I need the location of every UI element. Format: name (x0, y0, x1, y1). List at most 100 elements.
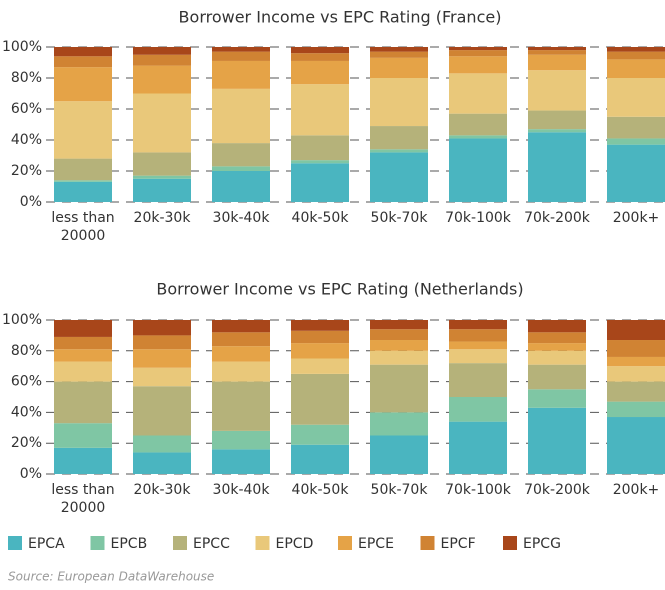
y-tick-label: 20% (11, 163, 42, 179)
bar-segment (607, 78, 665, 117)
bar-segment (528, 50, 586, 55)
bar-segment (528, 70, 586, 111)
bar-segment (607, 138, 665, 145)
bar-segment (528, 320, 586, 333)
bar-segment (291, 444, 349, 474)
source-note: Source: European DataWarehouse (8, 570, 214, 584)
x-tick-label: 200k+ (613, 482, 660, 498)
bar-segment (291, 330, 349, 344)
bar-segment (528, 132, 586, 202)
legend-swatch (90, 536, 105, 550)
legend-label: EPCF (441, 536, 476, 552)
bar-segment (370, 47, 428, 52)
bar-segment (291, 320, 349, 331)
bar-segment (212, 320, 270, 333)
bar-segment (449, 320, 507, 330)
bar-segment (291, 47, 349, 54)
bar-segment (133, 65, 191, 94)
y-tick-label: 60% (11, 374, 42, 390)
bar-segment (449, 135, 507, 139)
bar-segment (449, 363, 507, 397)
legend-label: EPCG (523, 536, 561, 552)
bar-segment (607, 381, 665, 402)
bar-segment (133, 320, 191, 336)
bar-segment (607, 340, 665, 357)
legend-swatch (420, 536, 435, 550)
legend-label: EPCE (358, 536, 394, 552)
bar-segment (291, 60, 349, 85)
bar-segment (607, 51, 665, 60)
bar-segment (133, 152, 191, 176)
bar-segment (212, 346, 270, 362)
bar-segment (133, 386, 191, 436)
bar-segment (212, 361, 270, 382)
bar-segment (133, 178, 191, 202)
x-tick-label: 40k-50k (292, 482, 350, 498)
y-tick-label: 80% (11, 70, 42, 86)
x-tick-label: 50k-70k (371, 482, 429, 498)
bar-segment (133, 47, 191, 55)
bar-segment (607, 356, 665, 367)
x-tick-label: 50k-70k (371, 210, 429, 226)
legend-label: EPCC (193, 536, 230, 552)
bar-segment (133, 175, 191, 179)
bar-segment (449, 56, 507, 74)
bar-segment (291, 358, 349, 374)
legend-swatch (173, 536, 187, 550)
bar-segment (291, 84, 349, 136)
bar-segment (528, 47, 586, 51)
y-tick-label: 0% (20, 466, 42, 482)
x-tick-label: 20k-30k (134, 482, 192, 498)
x-tick-label: 200k+ (613, 210, 660, 226)
bar-segment (607, 144, 665, 202)
bar-segment (370, 51, 428, 58)
bar-segment (133, 452, 191, 474)
y-tick-label: 0% (20, 194, 42, 210)
bar-segment (291, 135, 349, 161)
bar-segment (607, 417, 665, 474)
bar-segment (54, 158, 112, 181)
bar-segment (291, 160, 349, 164)
bar-segment (212, 88, 270, 144)
bar-segment (133, 54, 191, 66)
bar-segment (212, 47, 270, 52)
bar-segment (449, 73, 507, 114)
bar-segment (370, 350, 428, 365)
bar-segment (528, 407, 586, 474)
bar-segment (528, 343, 586, 351)
bar-segment (291, 53, 349, 61)
bar-segment (54, 423, 112, 448)
bar-segment (449, 349, 507, 364)
bar-segment (528, 110, 586, 130)
bar-segment (449, 138, 507, 202)
bar-segment (54, 101, 112, 159)
bar-segment (54, 349, 112, 362)
bar-segment (607, 366, 665, 382)
bar-segment (212, 430, 270, 450)
x-tick-label: less than 20000 (51, 210, 114, 244)
bar-segment (449, 47, 507, 51)
y-tick-label: 40% (11, 132, 42, 148)
bar-segment (54, 180, 112, 182)
bar-segment (370, 149, 428, 153)
bar-segment (291, 424, 349, 445)
bar-segment (54, 361, 112, 382)
bar-segment (370, 329, 428, 341)
chart-title: Borrower Income vs EPC Rating (France) (179, 8, 502, 27)
bar-segment (54, 320, 112, 337)
bar-segment (133, 93, 191, 153)
bar-segment (370, 126, 428, 150)
x-tick-label: 20k-30k (134, 210, 192, 226)
bar-segment (528, 364, 586, 390)
legend-label: EPCB (111, 536, 148, 552)
bar-segment (449, 113, 507, 136)
bar-segment (370, 320, 428, 330)
bar-segment (54, 47, 112, 57)
x-tick-label: 30k-40k (213, 210, 271, 226)
bar-segment (607, 401, 665, 418)
bar-segment (212, 332, 270, 347)
y-tick-label: 60% (11, 101, 42, 117)
bar-segment (449, 341, 507, 350)
bar-segment (528, 389, 586, 408)
